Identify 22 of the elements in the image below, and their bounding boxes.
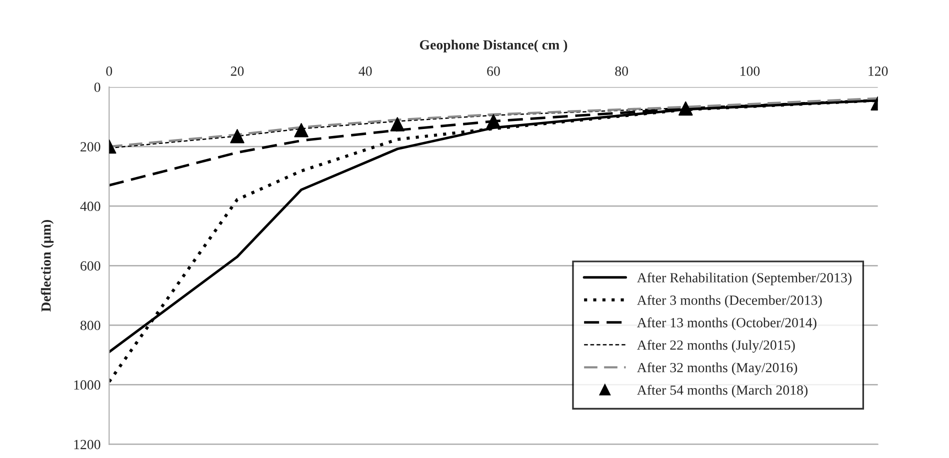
legend-label: After 54 months (March 2018) xyxy=(637,384,808,398)
x-tick-label: 60 xyxy=(487,66,500,76)
y-axis-title: Deflection (µm) xyxy=(40,220,54,312)
y-tick-label: 0 xyxy=(94,82,100,92)
x-tick-label: 40 xyxy=(358,66,372,76)
y-tick-label: 1000 xyxy=(74,380,100,390)
y-tick-label: 400 xyxy=(80,202,100,212)
y-tick-label: 800 xyxy=(80,320,100,330)
x-tick-label: 80 xyxy=(615,66,628,76)
legend-label: After 3 months (December/2013) xyxy=(637,294,822,308)
legend-label: After 13 months (October/2014) xyxy=(637,317,816,330)
x-axis-title: Geophone Distance( cm ) xyxy=(420,40,568,52)
x-tick-label: 100 xyxy=(740,66,760,76)
x-tick-label: 20 xyxy=(230,66,244,76)
legend-label: After 22 months (July/2015) xyxy=(637,340,795,353)
y-tick-label: 200 xyxy=(80,142,100,152)
y-tick-label: 1200 xyxy=(74,440,100,450)
y-tick-label: 600 xyxy=(80,261,100,271)
legend-label: After 32 months (May/2016) xyxy=(637,362,798,376)
x-tick-label: 120 xyxy=(868,66,888,76)
legend-label: After Rehabilitation (September/2013) xyxy=(637,272,852,286)
x-tick-label: 0 xyxy=(106,66,112,76)
